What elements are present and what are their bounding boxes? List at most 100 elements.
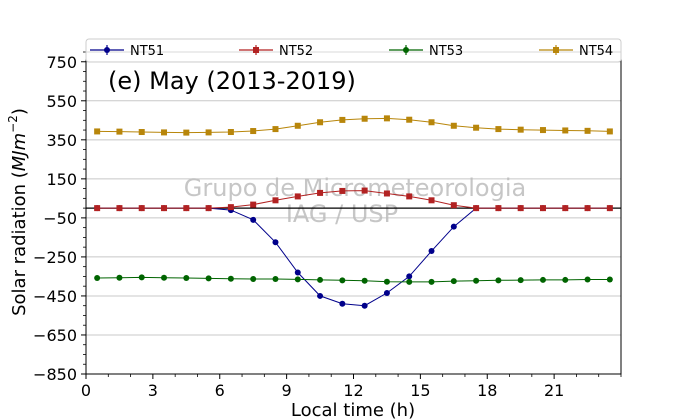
y-tick-label: −250 bbox=[33, 248, 77, 267]
data-point bbox=[227, 129, 234, 136]
data-point bbox=[383, 278, 390, 285]
series-nt54 bbox=[94, 115, 613, 136]
axes: −850 −650 −450 −250 −50 150 350 550 750 0 3 6 9 12 15 1… bbox=[33, 51, 622, 400]
series-line bbox=[97, 276, 610, 283]
data-point bbox=[428, 119, 435, 126]
data-point bbox=[339, 300, 346, 307]
data-point bbox=[428, 197, 435, 204]
x-tick-label: 0 bbox=[81, 381, 91, 400]
data-point bbox=[339, 116, 346, 123]
data-point bbox=[562, 205, 569, 212]
data-point bbox=[205, 205, 212, 212]
data-point bbox=[517, 277, 524, 284]
y-tick-label: −850 bbox=[33, 365, 77, 384]
data-point bbox=[473, 277, 480, 284]
data-point bbox=[317, 119, 324, 126]
y-tick-label: −50 bbox=[43, 209, 77, 228]
data-point bbox=[562, 276, 569, 283]
data-point bbox=[294, 193, 301, 200]
legend-marker bbox=[253, 47, 259, 53]
data-point bbox=[250, 128, 257, 135]
x-tick-label: 12 bbox=[343, 381, 363, 400]
x-tick-label: 21 bbox=[544, 381, 564, 400]
data-point bbox=[183, 205, 190, 212]
data-point bbox=[183, 129, 190, 136]
data-point bbox=[495, 205, 502, 212]
data-point bbox=[94, 128, 101, 135]
legend-label: NT53 bbox=[429, 44, 463, 59]
data-point bbox=[539, 205, 546, 212]
data-point bbox=[383, 190, 390, 197]
data-point bbox=[116, 128, 123, 135]
y-tick-label: 150 bbox=[46, 170, 77, 189]
data-point bbox=[450, 202, 457, 209]
data-point bbox=[406, 193, 413, 200]
data-point bbox=[272, 126, 279, 133]
data-point bbox=[116, 205, 123, 212]
series-layer bbox=[94, 115, 613, 309]
legend-box bbox=[85, 38, 622, 63]
y-axis-label-unit: MJm bbox=[9, 133, 30, 171]
watermark-line-2: IAG / USP bbox=[286, 200, 398, 228]
data-point bbox=[406, 116, 413, 123]
y-tick-label: −650 bbox=[33, 326, 77, 345]
data-point bbox=[161, 205, 168, 212]
data-point bbox=[606, 205, 613, 212]
data-point bbox=[473, 124, 480, 131]
data-point bbox=[294, 276, 301, 283]
y-tick-label: 550 bbox=[46, 92, 77, 111]
data-point bbox=[294, 269, 301, 276]
x-tick-label: 15 bbox=[410, 381, 430, 400]
data-point bbox=[361, 187, 368, 194]
data-point bbox=[361, 115, 368, 122]
data-point bbox=[138, 274, 145, 281]
data-point bbox=[473, 205, 480, 212]
x-tick-label: 3 bbox=[148, 381, 158, 400]
legend-item-nt53: NT53 bbox=[389, 44, 463, 59]
series-line bbox=[97, 190, 610, 209]
x-tick-label: 18 bbox=[477, 381, 497, 400]
data-point bbox=[272, 197, 279, 204]
data-point bbox=[161, 129, 168, 136]
y-axis-label-main: Solar radiation ( bbox=[9, 171, 30, 316]
y-axis-label-close: ) bbox=[9, 108, 30, 115]
data-point bbox=[584, 205, 591, 212]
legend-item-nt54: NT54 bbox=[539, 44, 613, 59]
data-point bbox=[517, 205, 524, 212]
data-point bbox=[383, 290, 390, 297]
data-point bbox=[517, 126, 524, 133]
legend-label: NT51 bbox=[130, 44, 164, 59]
data-point bbox=[450, 122, 457, 129]
y-axis-label-exp: −2 bbox=[6, 115, 20, 133]
x-tick-label: 6 bbox=[215, 381, 225, 400]
data-point bbox=[495, 126, 502, 133]
data-point bbox=[450, 223, 457, 230]
data-point bbox=[406, 273, 413, 280]
data-point bbox=[250, 216, 257, 223]
legend-marker bbox=[553, 47, 559, 53]
legend-label: NT54 bbox=[579, 44, 613, 59]
chart-title: (e) May (2013-2019) bbox=[108, 67, 356, 95]
data-point bbox=[227, 204, 234, 211]
data-point bbox=[361, 302, 368, 309]
data-point bbox=[450, 278, 457, 285]
data-point bbox=[606, 128, 613, 135]
legend: NT51 NT52 NT53 NT54 bbox=[85, 38, 622, 63]
data-point bbox=[406, 278, 413, 285]
y-tick-label: 750 bbox=[46, 53, 77, 72]
data-point bbox=[227, 275, 234, 282]
data-point bbox=[317, 276, 324, 283]
legend-marker bbox=[403, 47, 409, 53]
data-point bbox=[584, 276, 591, 283]
data-point bbox=[383, 115, 390, 122]
data-point bbox=[272, 239, 279, 246]
y-tick-label: 350 bbox=[46, 131, 77, 150]
data-point bbox=[539, 127, 546, 134]
data-point bbox=[495, 277, 502, 284]
data-point bbox=[183, 274, 190, 281]
data-point bbox=[562, 127, 569, 134]
series-nt53 bbox=[94, 274, 613, 285]
x-axis-label: Local time (h) bbox=[291, 400, 415, 420]
data-point bbox=[317, 189, 324, 196]
